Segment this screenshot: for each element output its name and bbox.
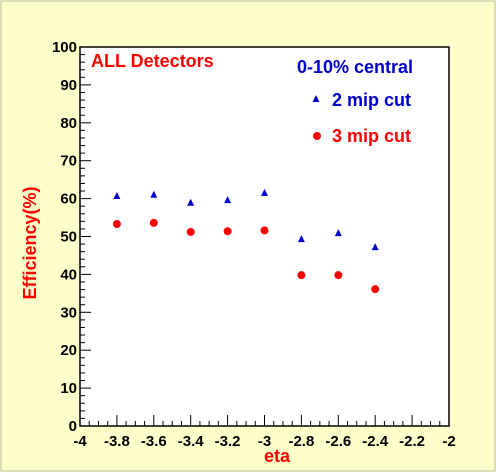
point-3mip-circle xyxy=(334,271,343,280)
y-tick-labels: 0 10 20 30 40 50 60 70 80 90 100 xyxy=(52,39,77,435)
y-tick-label: 50 xyxy=(60,229,77,246)
point-3mip-circle xyxy=(149,218,158,227)
legend-marker-triangle xyxy=(312,95,320,102)
point-3mip-circle xyxy=(260,226,269,235)
x-tick-labels: -4 -3.8 -3.6 -3.4 -3.2 -3 -2.8 -2.6 -2.4 -2.2 -2 xyxy=(73,433,455,450)
x-tick-label: -2.6 xyxy=(325,433,351,450)
point-2mip-triangle xyxy=(334,229,342,237)
y-tick-label: 10 xyxy=(60,380,77,397)
point-3mip-circle xyxy=(112,219,121,228)
legend-label-2mip: 2 mip cut xyxy=(332,90,411,110)
legend-label-3mip: 3 mip cut xyxy=(332,126,411,146)
legend: 2 mip cut 3 mip cut xyxy=(312,90,411,146)
legend-marker-circle xyxy=(313,132,321,140)
point-3mip-circle xyxy=(186,227,195,236)
x-tick-label: -3.4 xyxy=(178,433,205,450)
point-3mip-circle xyxy=(297,271,306,280)
y-tick-label: 80 xyxy=(60,115,77,132)
point-2mip-triangle xyxy=(150,190,158,198)
y-tick-label: 70 xyxy=(60,153,77,170)
chart-title: ALL Detectors xyxy=(91,51,214,71)
x-axis-label: eta xyxy=(264,446,291,466)
x-tick-label: -2 xyxy=(442,433,455,450)
y-tick-label: 20 xyxy=(60,342,77,359)
x-tick-label: -2.8 xyxy=(288,433,314,450)
point-3mip-circle xyxy=(371,285,380,294)
x-tick-label: -3.8 xyxy=(104,433,130,450)
axis-ticks xyxy=(79,46,450,427)
y-tick-label: 60 xyxy=(60,191,77,208)
y-tick-label: 90 xyxy=(60,77,77,94)
y-tick-label: 40 xyxy=(60,266,77,283)
x-tick-label: -3.2 xyxy=(215,433,241,450)
point-2mip-triangle xyxy=(371,243,379,251)
x-tick-label: -3 xyxy=(258,433,271,450)
point-2mip-triangle xyxy=(297,235,305,243)
y-tick-label: 100 xyxy=(52,39,77,56)
x-tick-label: -2.2 xyxy=(399,433,425,450)
x-tick-label: -4 xyxy=(73,433,87,450)
y-tick-label: 30 xyxy=(60,304,77,321)
point-2mip-triangle xyxy=(261,188,268,196)
chart-subtitle: 0-10% central xyxy=(297,57,413,77)
x-tick-label: -2.4 xyxy=(362,433,389,450)
point-2mip-triangle xyxy=(224,196,232,204)
point-2mip-triangle xyxy=(113,191,121,199)
plot-area xyxy=(79,46,450,427)
y-tick-label: 0 xyxy=(69,418,77,435)
point-2mip-triangle xyxy=(187,198,195,206)
y-axis-label: Efficiency(%) xyxy=(20,186,40,299)
data-markers xyxy=(112,188,380,294)
point-3mip-circle xyxy=(223,227,232,236)
x-tick-label: -3.6 xyxy=(141,433,167,450)
